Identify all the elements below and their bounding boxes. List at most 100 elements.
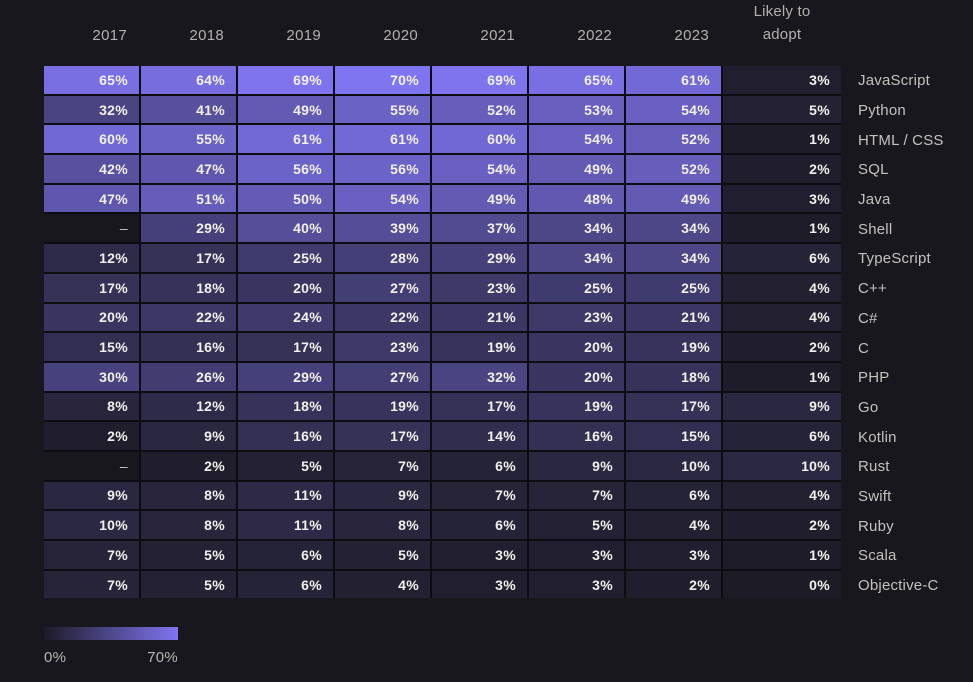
heatmap-cell: 5% bbox=[723, 95, 841, 124]
heatmap-cell: 19% bbox=[335, 392, 430, 421]
heatmap-cell: 17% bbox=[335, 422, 430, 450]
heatmap-cell: 7% bbox=[529, 481, 624, 510]
heatmap-cell: 34% bbox=[529, 244, 624, 272]
language-labels: JavaScript Python HTML / CSS SQL Java Shell Ty… bbox=[858, 66, 944, 600]
heatmap-cell: 17% bbox=[432, 392, 527, 421]
heatmap-cell: 20% bbox=[44, 303, 139, 332]
year-header: 2018 bbox=[189, 26, 224, 44]
heatmap-cell: 25% bbox=[529, 273, 624, 302]
language-label: Shell bbox=[858, 220, 893, 238]
heatmap-cell: 18% bbox=[141, 273, 236, 302]
language-label: TypeScript bbox=[858, 250, 931, 268]
heatmap-cell: 9% bbox=[723, 392, 841, 421]
legend-gradient-bar bbox=[44, 627, 178, 640]
heatmap-cell: 4% bbox=[626, 511, 721, 539]
year-header: 2017 bbox=[92, 26, 127, 44]
language-label: HTML / CSS bbox=[858, 131, 944, 149]
heatmap-cell: 11% bbox=[238, 481, 333, 510]
heatmap-cell: 19% bbox=[529, 392, 624, 421]
heatmap-cell: 54% bbox=[335, 184, 430, 213]
heatmap-cell: 69% bbox=[432, 66, 527, 94]
heatmap-cell: 18% bbox=[238, 392, 333, 421]
heatmap-cell: 40% bbox=[238, 214, 333, 243]
heatmap-cell: 1% bbox=[723, 125, 841, 154]
heatmap-cell: 11% bbox=[238, 511, 333, 539]
heatmap-cell: 51% bbox=[141, 184, 236, 213]
heatmap-cell: 6% bbox=[238, 570, 333, 599]
heatmap-cell: 47% bbox=[141, 155, 236, 183]
heatmap-cell: 24% bbox=[238, 303, 333, 332]
heatmap-cell: 15% bbox=[44, 333, 139, 361]
heatmap-cell: 9% bbox=[529, 451, 624, 480]
heatmap-cell: 32% bbox=[44, 95, 139, 124]
heatmap-cell: 12% bbox=[141, 392, 236, 421]
heatmap-cell: 10% bbox=[723, 451, 841, 480]
heatmap-cell: 34% bbox=[626, 214, 721, 243]
heatmap-cell: 7% bbox=[44, 570, 139, 599]
heatmap-cell: 12% bbox=[44, 244, 139, 272]
heatmap-cell: 29% bbox=[238, 362, 333, 391]
heatmap-cell: 65% bbox=[44, 66, 139, 94]
heatmap-cell: 2% bbox=[141, 451, 236, 480]
heatmap-cell: 27% bbox=[335, 273, 430, 302]
heatmap-cell: 5% bbox=[141, 541, 236, 569]
heatmap-cell: 49% bbox=[432, 184, 527, 213]
year-header: 2019 bbox=[286, 26, 321, 44]
heatmap-cell: 27% bbox=[335, 362, 430, 391]
heatmap-cell: 10% bbox=[626, 451, 721, 480]
heatmap-cell: 3% bbox=[723, 184, 841, 213]
heatmap-cell: 23% bbox=[432, 273, 527, 302]
heatmap-cell: 64% bbox=[141, 66, 236, 94]
likely-to-adopt-header: Likely to adopt bbox=[753, 3, 811, 44]
language-label: Objective-C bbox=[858, 577, 939, 595]
language-label: Scala bbox=[858, 547, 897, 565]
heatmap-cell: 54% bbox=[626, 95, 721, 124]
heatmap-cell: 4% bbox=[723, 273, 841, 302]
year-header: 2023 bbox=[674, 26, 709, 44]
legend-labels: 0% 70% bbox=[44, 649, 178, 666]
heatmap-cell: 30% bbox=[44, 362, 139, 391]
language-label: Go bbox=[858, 398, 879, 416]
heatmap-cell: 14% bbox=[432, 422, 527, 450]
heatmap-cell: 29% bbox=[141, 214, 236, 243]
column-headers: 2017 2018 2019 2020 2021 2022 2023 Likely to ado… bbox=[44, 0, 841, 49]
language-label: JavaScript bbox=[858, 72, 931, 90]
heatmap-cell: 29% bbox=[432, 244, 527, 272]
heatmap-cell: 2% bbox=[723, 333, 841, 361]
year-header: 2022 bbox=[577, 26, 612, 44]
heatmap-cell: 4% bbox=[335, 570, 430, 599]
heatmap-cell: 52% bbox=[626, 125, 721, 154]
heatmap-cell: – bbox=[44, 214, 139, 243]
heatmap-cell: 34% bbox=[529, 214, 624, 243]
heatmap-cell: 61% bbox=[238, 125, 333, 154]
heatmap-cell: 3% bbox=[432, 541, 527, 569]
heatmap-cell: 56% bbox=[335, 155, 430, 183]
heatmap-cell: 54% bbox=[529, 125, 624, 154]
heatmap-cell: 50% bbox=[238, 184, 333, 213]
heatmap-cell: 21% bbox=[432, 303, 527, 332]
heatmap-cell: 18% bbox=[626, 362, 721, 391]
heatmap-cell: 2% bbox=[626, 570, 721, 599]
heatmap-cell: 21% bbox=[626, 303, 721, 332]
heatmap-cell: 7% bbox=[335, 451, 430, 480]
heatmap-cell: 16% bbox=[238, 422, 333, 450]
heatmap-cell: 20% bbox=[529, 333, 624, 361]
language-label: PHP bbox=[858, 369, 890, 387]
heatmap-cell: 53% bbox=[529, 95, 624, 124]
year-header: 2020 bbox=[383, 26, 418, 44]
heatmap-cell: 47% bbox=[44, 184, 139, 213]
heatmap-cell: 6% bbox=[723, 244, 841, 272]
heatmap-cell: 28% bbox=[335, 244, 430, 272]
heatmap-cell: – bbox=[44, 451, 139, 480]
heatmap-cell: 5% bbox=[238, 451, 333, 480]
heatmap-cell: 4% bbox=[723, 303, 841, 332]
heatmap-cell: 25% bbox=[238, 244, 333, 272]
heatmap-cell: 65% bbox=[529, 66, 624, 94]
heatmap-cell: 16% bbox=[529, 422, 624, 450]
heatmap-cell: 10% bbox=[44, 511, 139, 539]
heatmap-cell: 3% bbox=[626, 541, 721, 569]
heatmap-cell: 17% bbox=[141, 244, 236, 272]
heatmap-cell: 20% bbox=[529, 362, 624, 391]
heatmap-cell: 8% bbox=[141, 481, 236, 510]
